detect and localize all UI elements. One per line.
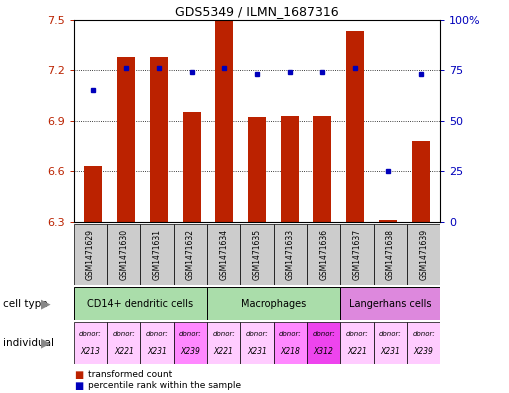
Bar: [240, 322, 274, 364]
Bar: [374, 224, 407, 285]
Bar: [140, 322, 174, 364]
Bar: [140, 224, 174, 285]
Text: percentile rank within the sample: percentile rank within the sample: [88, 382, 241, 390]
Bar: [346, 31, 364, 222]
Bar: [183, 112, 201, 222]
Bar: [412, 141, 430, 222]
Text: donor:: donor:: [279, 331, 302, 337]
Bar: [341, 287, 440, 320]
Bar: [341, 322, 374, 364]
Text: X231: X231: [147, 347, 167, 356]
Bar: [107, 224, 140, 285]
Text: GSM1471638: GSM1471638: [386, 229, 395, 280]
Bar: [407, 224, 440, 285]
Bar: [307, 322, 341, 364]
Text: GSM1471629: GSM1471629: [86, 229, 95, 280]
Text: individual: individual: [3, 338, 53, 348]
Text: donor:: donor:: [346, 331, 369, 337]
Text: X239: X239: [414, 347, 434, 356]
Bar: [174, 224, 207, 285]
Bar: [314, 116, 331, 222]
Bar: [174, 322, 207, 364]
Bar: [74, 224, 107, 285]
Text: CD14+ dendritic cells: CD14+ dendritic cells: [88, 299, 193, 309]
Bar: [207, 287, 341, 320]
Bar: [74, 287, 207, 320]
Text: Langerhans cells: Langerhans cells: [349, 299, 432, 309]
Text: donor:: donor:: [379, 331, 402, 337]
Bar: [341, 224, 374, 285]
Text: donor:: donor:: [412, 331, 435, 337]
Text: cell type: cell type: [3, 299, 47, 309]
Bar: [281, 116, 299, 222]
Text: donor:: donor:: [146, 331, 168, 337]
Text: Macrophages: Macrophages: [241, 299, 306, 309]
Text: GSM1471634: GSM1471634: [219, 229, 228, 280]
Text: GSM1471636: GSM1471636: [319, 229, 328, 280]
Bar: [207, 224, 240, 285]
Text: GSM1471637: GSM1471637: [353, 229, 361, 280]
Bar: [84, 166, 102, 222]
Bar: [379, 220, 397, 222]
Bar: [74, 322, 107, 364]
Text: ▶: ▶: [41, 297, 50, 310]
Bar: [407, 322, 440, 364]
Bar: [374, 322, 407, 364]
Bar: [117, 57, 135, 222]
Text: X239: X239: [181, 347, 201, 356]
Title: GDS5349 / ILMN_1687316: GDS5349 / ILMN_1687316: [175, 6, 339, 18]
Text: GSM1471633: GSM1471633: [286, 229, 295, 280]
Text: transformed count: transformed count: [88, 370, 173, 379]
Text: donor:: donor:: [179, 331, 202, 337]
Text: ■: ■: [74, 369, 83, 380]
Text: X231: X231: [380, 347, 400, 356]
Text: X213: X213: [80, 347, 100, 356]
Bar: [207, 322, 240, 364]
Bar: [274, 322, 307, 364]
Text: donor:: donor:: [313, 331, 335, 337]
Text: GSM1471631: GSM1471631: [153, 229, 161, 280]
Text: X231: X231: [247, 347, 267, 356]
Text: donor:: donor:: [79, 331, 102, 337]
Text: GSM1471630: GSM1471630: [119, 229, 128, 280]
Bar: [274, 224, 307, 285]
Bar: [240, 224, 274, 285]
Text: GSM1471639: GSM1471639: [419, 229, 428, 280]
Text: X218: X218: [280, 347, 300, 356]
Text: X221: X221: [214, 347, 234, 356]
Text: donor:: donor:: [112, 331, 135, 337]
Text: GSM1471635: GSM1471635: [252, 229, 262, 280]
Bar: [248, 118, 266, 222]
Text: donor:: donor:: [246, 331, 268, 337]
Bar: [307, 224, 341, 285]
Bar: [107, 322, 140, 364]
Text: ■: ■: [74, 381, 83, 391]
Text: X312: X312: [314, 347, 333, 356]
Bar: [150, 57, 168, 222]
Bar: [215, 20, 233, 222]
Text: GSM1471632: GSM1471632: [186, 229, 195, 280]
Text: X221: X221: [347, 347, 367, 356]
Text: ▶: ▶: [41, 336, 50, 349]
Text: donor:: donor:: [212, 331, 235, 337]
Text: X221: X221: [114, 347, 134, 356]
